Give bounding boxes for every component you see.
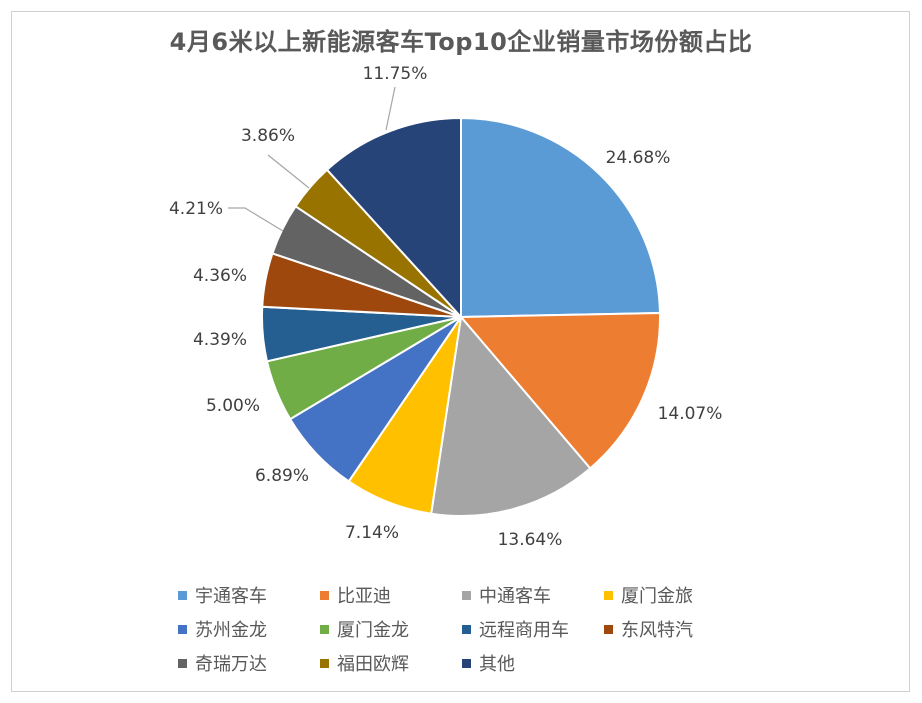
legend-item-11: 其他 xyxy=(462,650,604,676)
legend-item-4: 厦门金旅 xyxy=(604,582,746,608)
legend-item-8: 东风特汽 xyxy=(604,616,746,642)
leader-line-10 xyxy=(267,154,310,189)
legend-swatch xyxy=(320,590,329,600)
legend-item-10: 福田欧辉 xyxy=(320,650,462,676)
data-label-8: 4.36% xyxy=(193,266,247,286)
legend-label: 厦门金龙 xyxy=(337,620,409,641)
legend-label: 中通客车 xyxy=(479,586,551,607)
data-label-1: 24.68% xyxy=(606,148,671,168)
legend-item-9: 奇瑞万达 xyxy=(178,650,320,676)
legend-label: 苏州金龙 xyxy=(195,620,267,641)
data-label-10: 3.86% xyxy=(241,126,295,146)
legend-item-1: 宇通客车 xyxy=(178,582,320,608)
legend-item-3: 中通客车 xyxy=(462,582,604,608)
leader-line-11 xyxy=(385,86,396,131)
legend-swatch xyxy=(604,624,613,634)
legend-label: 比亚迪 xyxy=(337,586,391,607)
legend-item-2: 比亚迪 xyxy=(320,582,462,608)
legend-row: 奇瑞万达 福田欧辉 其他 xyxy=(178,646,778,680)
chart-title: 4月6米以上新能源客车Top10企业销量市场份额占比 xyxy=(169,28,753,56)
legend-swatch xyxy=(178,624,187,634)
legend-label: 奇瑞万达 xyxy=(195,654,267,675)
legend-label: 福田欧辉 xyxy=(337,654,409,675)
legend-item-5: 苏州金龙 xyxy=(178,616,320,642)
leader-line-9 xyxy=(228,207,284,232)
legend-item-7: 远程商用车 xyxy=(462,616,604,642)
legend-swatch xyxy=(604,590,613,600)
data-label-5: 6.89% xyxy=(255,466,309,486)
legend-label: 远程商用车 xyxy=(479,620,569,641)
legend-label: 其他 xyxy=(479,654,515,675)
pie-slice-3 xyxy=(430,314,592,517)
pie-slice-11 xyxy=(325,116,462,320)
legend-swatch xyxy=(320,624,329,634)
data-label-9: 4.21% xyxy=(169,199,223,219)
data-label-6: 5.00% xyxy=(206,396,260,416)
data-label-4: 7.14% xyxy=(345,523,399,543)
data-label-7: 4.39% xyxy=(193,330,247,350)
legend-row: 苏州金龙 厦门金龙 远程商用车 东风特汽 xyxy=(178,612,778,646)
legend-swatch xyxy=(462,624,471,634)
legend-label: 宇通客车 xyxy=(195,586,267,607)
pie-slice-2 xyxy=(458,312,661,470)
legend-swatch xyxy=(320,658,329,668)
data-label-3: 13.64% xyxy=(498,530,563,550)
legend-swatch xyxy=(462,590,471,600)
data-label-2: 14.07% xyxy=(658,404,723,424)
legend-swatch xyxy=(462,658,471,668)
chart-legend: 宇通客车 比亚迪 中通客车 厦门金旅苏州金龙 厦门金龙 远程商用车 东风特汽奇瑞万达 福田欧辉… xyxy=(178,578,778,680)
legend-item-6: 厦门金龙 xyxy=(320,616,462,642)
legend-label: 厦门金旅 xyxy=(621,586,693,607)
legend-row: 宇通客车 比亚迪 中通客车 厦门金旅 xyxy=(178,578,778,612)
legend-label: 东风特汽 xyxy=(621,620,693,641)
legend-swatch xyxy=(178,590,187,600)
pie-slice-1 xyxy=(460,116,661,319)
data-label-11: 11.75% xyxy=(363,64,428,84)
legend-swatch xyxy=(178,658,187,668)
